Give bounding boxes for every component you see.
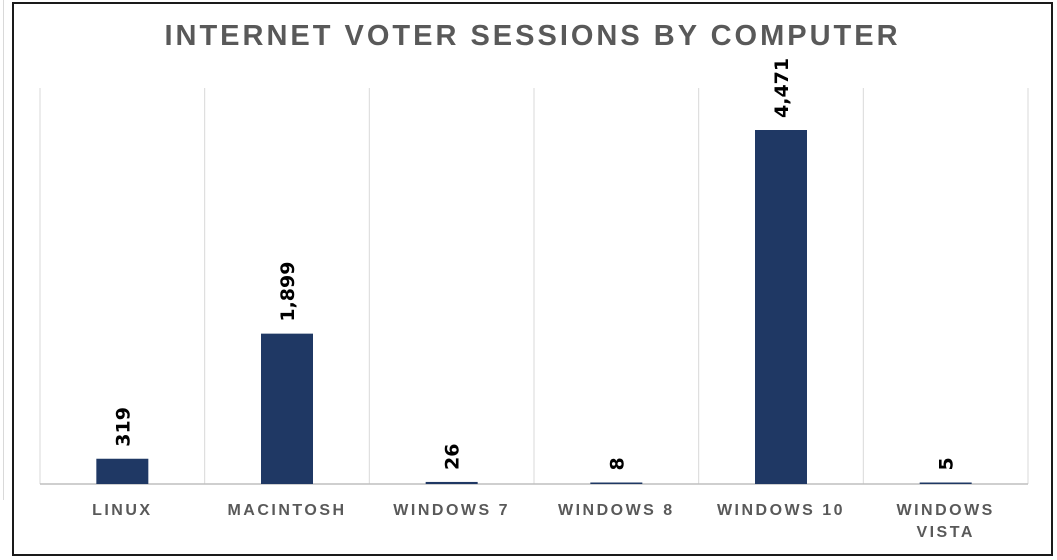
chart-title: INTERNET VOTER SESSIONS BY COMPUTER bbox=[164, 20, 901, 52]
category-tick-label: WINDOWS bbox=[896, 502, 994, 519]
bar bbox=[755, 130, 807, 484]
category-tick-label: VISTA bbox=[916, 524, 974, 541]
bar bbox=[261, 333, 313, 484]
data-label: 1,899 bbox=[277, 262, 299, 322]
category-tick-label: WINDOWS 7 bbox=[393, 502, 510, 519]
data-label: 5 bbox=[936, 457, 958, 470]
page-edge bbox=[0, 0, 4, 500]
data-label: 26 bbox=[442, 443, 464, 469]
chart-frame bbox=[12, 2, 1053, 556]
category-tick-label: LINUX bbox=[92, 502, 153, 519]
bar bbox=[96, 458, 149, 484]
bar bbox=[590, 482, 643, 484]
category-tick-label: WINDOWS 10 bbox=[717, 502, 845, 519]
bar bbox=[919, 482, 972, 484]
bar bbox=[425, 481, 478, 484]
category-tick-label: MACINTOSH bbox=[227, 502, 346, 519]
data-label: 319 bbox=[112, 407, 134, 447]
data-label: 8 bbox=[606, 457, 628, 470]
data-label: 4,471 bbox=[771, 58, 793, 118]
category-tick-label: WINDOWS 8 bbox=[558, 502, 675, 519]
